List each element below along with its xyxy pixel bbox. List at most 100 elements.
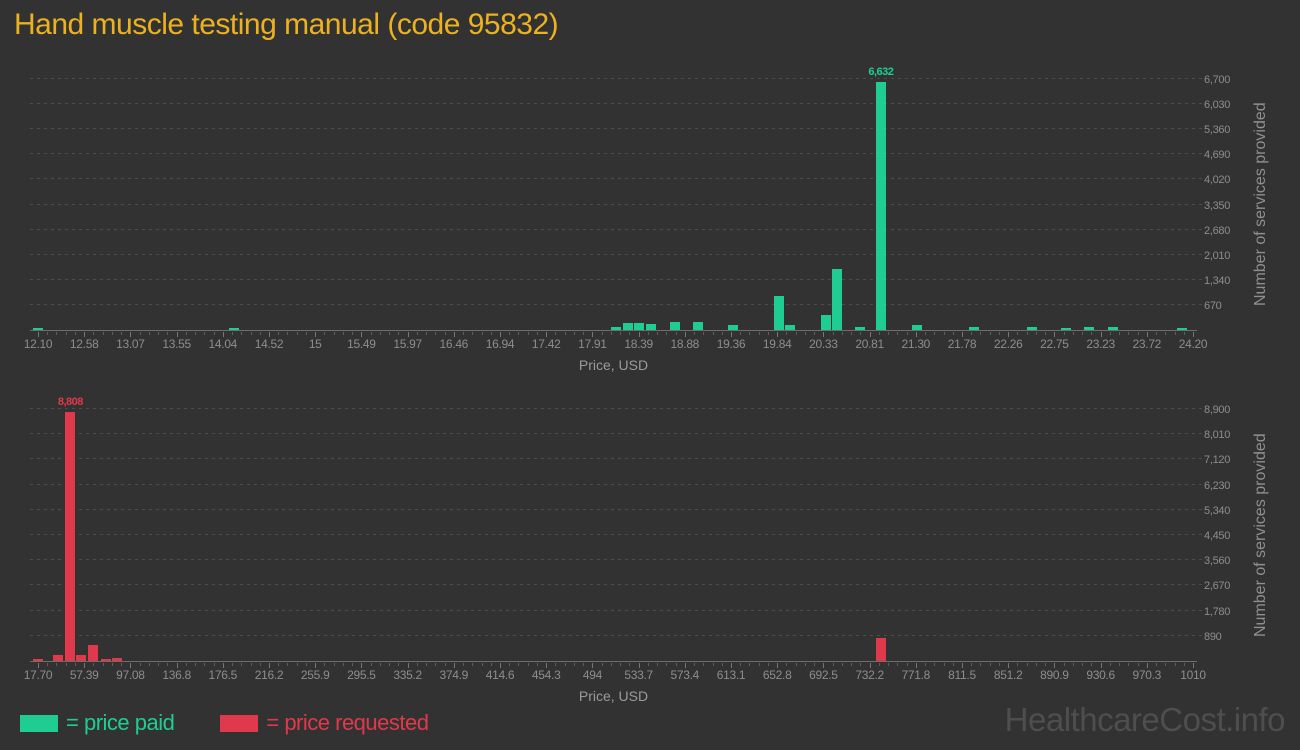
x-minor-tick	[878, 332, 880, 335]
gridline	[30, 584, 1205, 586]
bar-price-742	[876, 637, 887, 661]
x-minor-tick	[204, 332, 206, 335]
bar-price-23.36	[1107, 327, 1118, 330]
x-minor-tick	[509, 332, 511, 335]
x-tick-label: 18.88	[670, 337, 700, 351]
y-tick-label: 2,670	[1204, 580, 1231, 593]
x-minor-tick	[657, 663, 659, 666]
x-minor-tick	[259, 332, 261, 335]
x-minor-tick	[795, 663, 797, 666]
y-tick-label: 5,360	[1204, 124, 1231, 137]
x-minor-tick	[832, 332, 834, 335]
x-minor-tick	[620, 332, 622, 335]
x-minor-tick	[851, 663, 853, 666]
x-minor-tick	[527, 663, 529, 666]
x-minor-tick	[934, 663, 936, 666]
x-minor-tick	[195, 332, 197, 335]
x-minor-tick	[158, 332, 160, 335]
x-minor-tick	[47, 663, 49, 666]
x-minor-tick	[814, 332, 816, 335]
x-minor-tick	[370, 332, 372, 335]
x-minor-tick	[93, 332, 95, 335]
x-minor-tick	[712, 332, 714, 335]
x-major-tick	[38, 663, 39, 668]
gridline	[30, 609, 1205, 611]
y-tick-label: 1,780	[1204, 605, 1231, 618]
x-minor-tick	[250, 663, 252, 666]
x-minor-tick	[1156, 332, 1158, 335]
x-major-tick	[1193, 332, 1194, 337]
x-minor-tick	[102, 332, 104, 335]
x-tick-label: 19.36	[716, 337, 746, 351]
y-tick-label: 3,560	[1204, 555, 1231, 568]
x-tick-label: 21.30	[901, 337, 931, 351]
x-minor-tick	[74, 332, 76, 335]
x-major-tick	[176, 663, 178, 668]
x-minor-tick	[241, 663, 243, 666]
x-minor-tick	[647, 332, 649, 335]
x-tick-label: 652.8	[762, 668, 792, 682]
x-minor-tick	[1035, 332, 1037, 335]
x-minor-tick	[897, 332, 899, 335]
x-minor-tick	[536, 332, 538, 335]
y-tick-label: 8,010	[1204, 429, 1231, 442]
x-major-tick	[500, 332, 501, 337]
x-tick-label: 23.72	[1132, 337, 1162, 351]
x-minor-tick	[1045, 332, 1047, 335]
x-minor-tick	[1137, 332, 1139, 335]
x-minor-tick	[906, 663, 908, 666]
x-tick-label: 16.94	[485, 337, 515, 351]
x-minor-tick	[814, 663, 816, 666]
x-tick-label: 14.52	[254, 337, 284, 351]
x-minor-tick	[583, 332, 585, 335]
gridline	[30, 458, 1205, 460]
x-minor-tick	[195, 663, 197, 666]
x-major-tick	[869, 332, 871, 337]
x-minor-tick	[305, 332, 307, 335]
x-minor-tick	[287, 332, 289, 335]
x-tick-label: 335.2	[393, 668, 422, 682]
x-minor-tick	[555, 663, 557, 666]
x-minor-tick	[1045, 663, 1047, 666]
x-minor-tick	[472, 332, 474, 335]
x-tick-label: 454.3	[531, 668, 561, 682]
x-tick-label: 216.2	[254, 668, 284, 682]
x-minor-tick	[601, 663, 603, 666]
bar-price-18.28	[622, 323, 633, 330]
bar-price-19.38	[727, 324, 738, 330]
x-minor-tick	[971, 332, 973, 335]
bar-price-19.01	[692, 322, 703, 330]
x-tick-label: 771.8	[901, 668, 931, 682]
x-minor-tick	[694, 332, 696, 335]
x-minor-tick	[47, 332, 49, 335]
x-tick-label: 13.07	[116, 337, 145, 351]
x-tick-label: 13.55	[162, 337, 191, 351]
x-minor-tick	[943, 332, 945, 335]
x-minor-tick	[1119, 332, 1121, 335]
x-minor-tick	[610, 663, 612, 666]
x-tick-label: 136.8	[162, 668, 191, 682]
x-tick-label: 14.04	[208, 337, 238, 351]
x-minor-tick	[860, 663, 862, 666]
x-minor-tick	[490, 663, 492, 666]
x-minor-tick	[287, 663, 289, 666]
gridline	[30, 483, 1205, 485]
x-minor-tick	[620, 663, 622, 666]
x-minor-tick	[1072, 663, 1074, 666]
x-tick-label: 23.23	[1086, 337, 1115, 351]
x-tick-label: 19.84	[762, 337, 792, 351]
x-minor-tick	[463, 663, 465, 666]
x-minor-tick	[1109, 663, 1111, 666]
y-tick-label: 1,340	[1204, 274, 1231, 287]
x-minor-tick	[139, 663, 141, 666]
x-minor-tick	[980, 332, 982, 335]
x-minor-tick	[786, 663, 788, 666]
x-minor-tick	[490, 332, 492, 335]
x-major-tick	[962, 663, 963, 668]
x-minor-tick	[601, 332, 603, 335]
x-tick-label: 295.5	[347, 668, 376, 682]
bar-price-18.4	[634, 323, 645, 330]
x-minor-tick	[389, 332, 391, 335]
chart-price-requested: 8,808 17.70 57.39 97.08 136.8 176.5 216.2 255.…	[0, 396, 1300, 708]
x-minor-tick	[1183, 663, 1185, 666]
